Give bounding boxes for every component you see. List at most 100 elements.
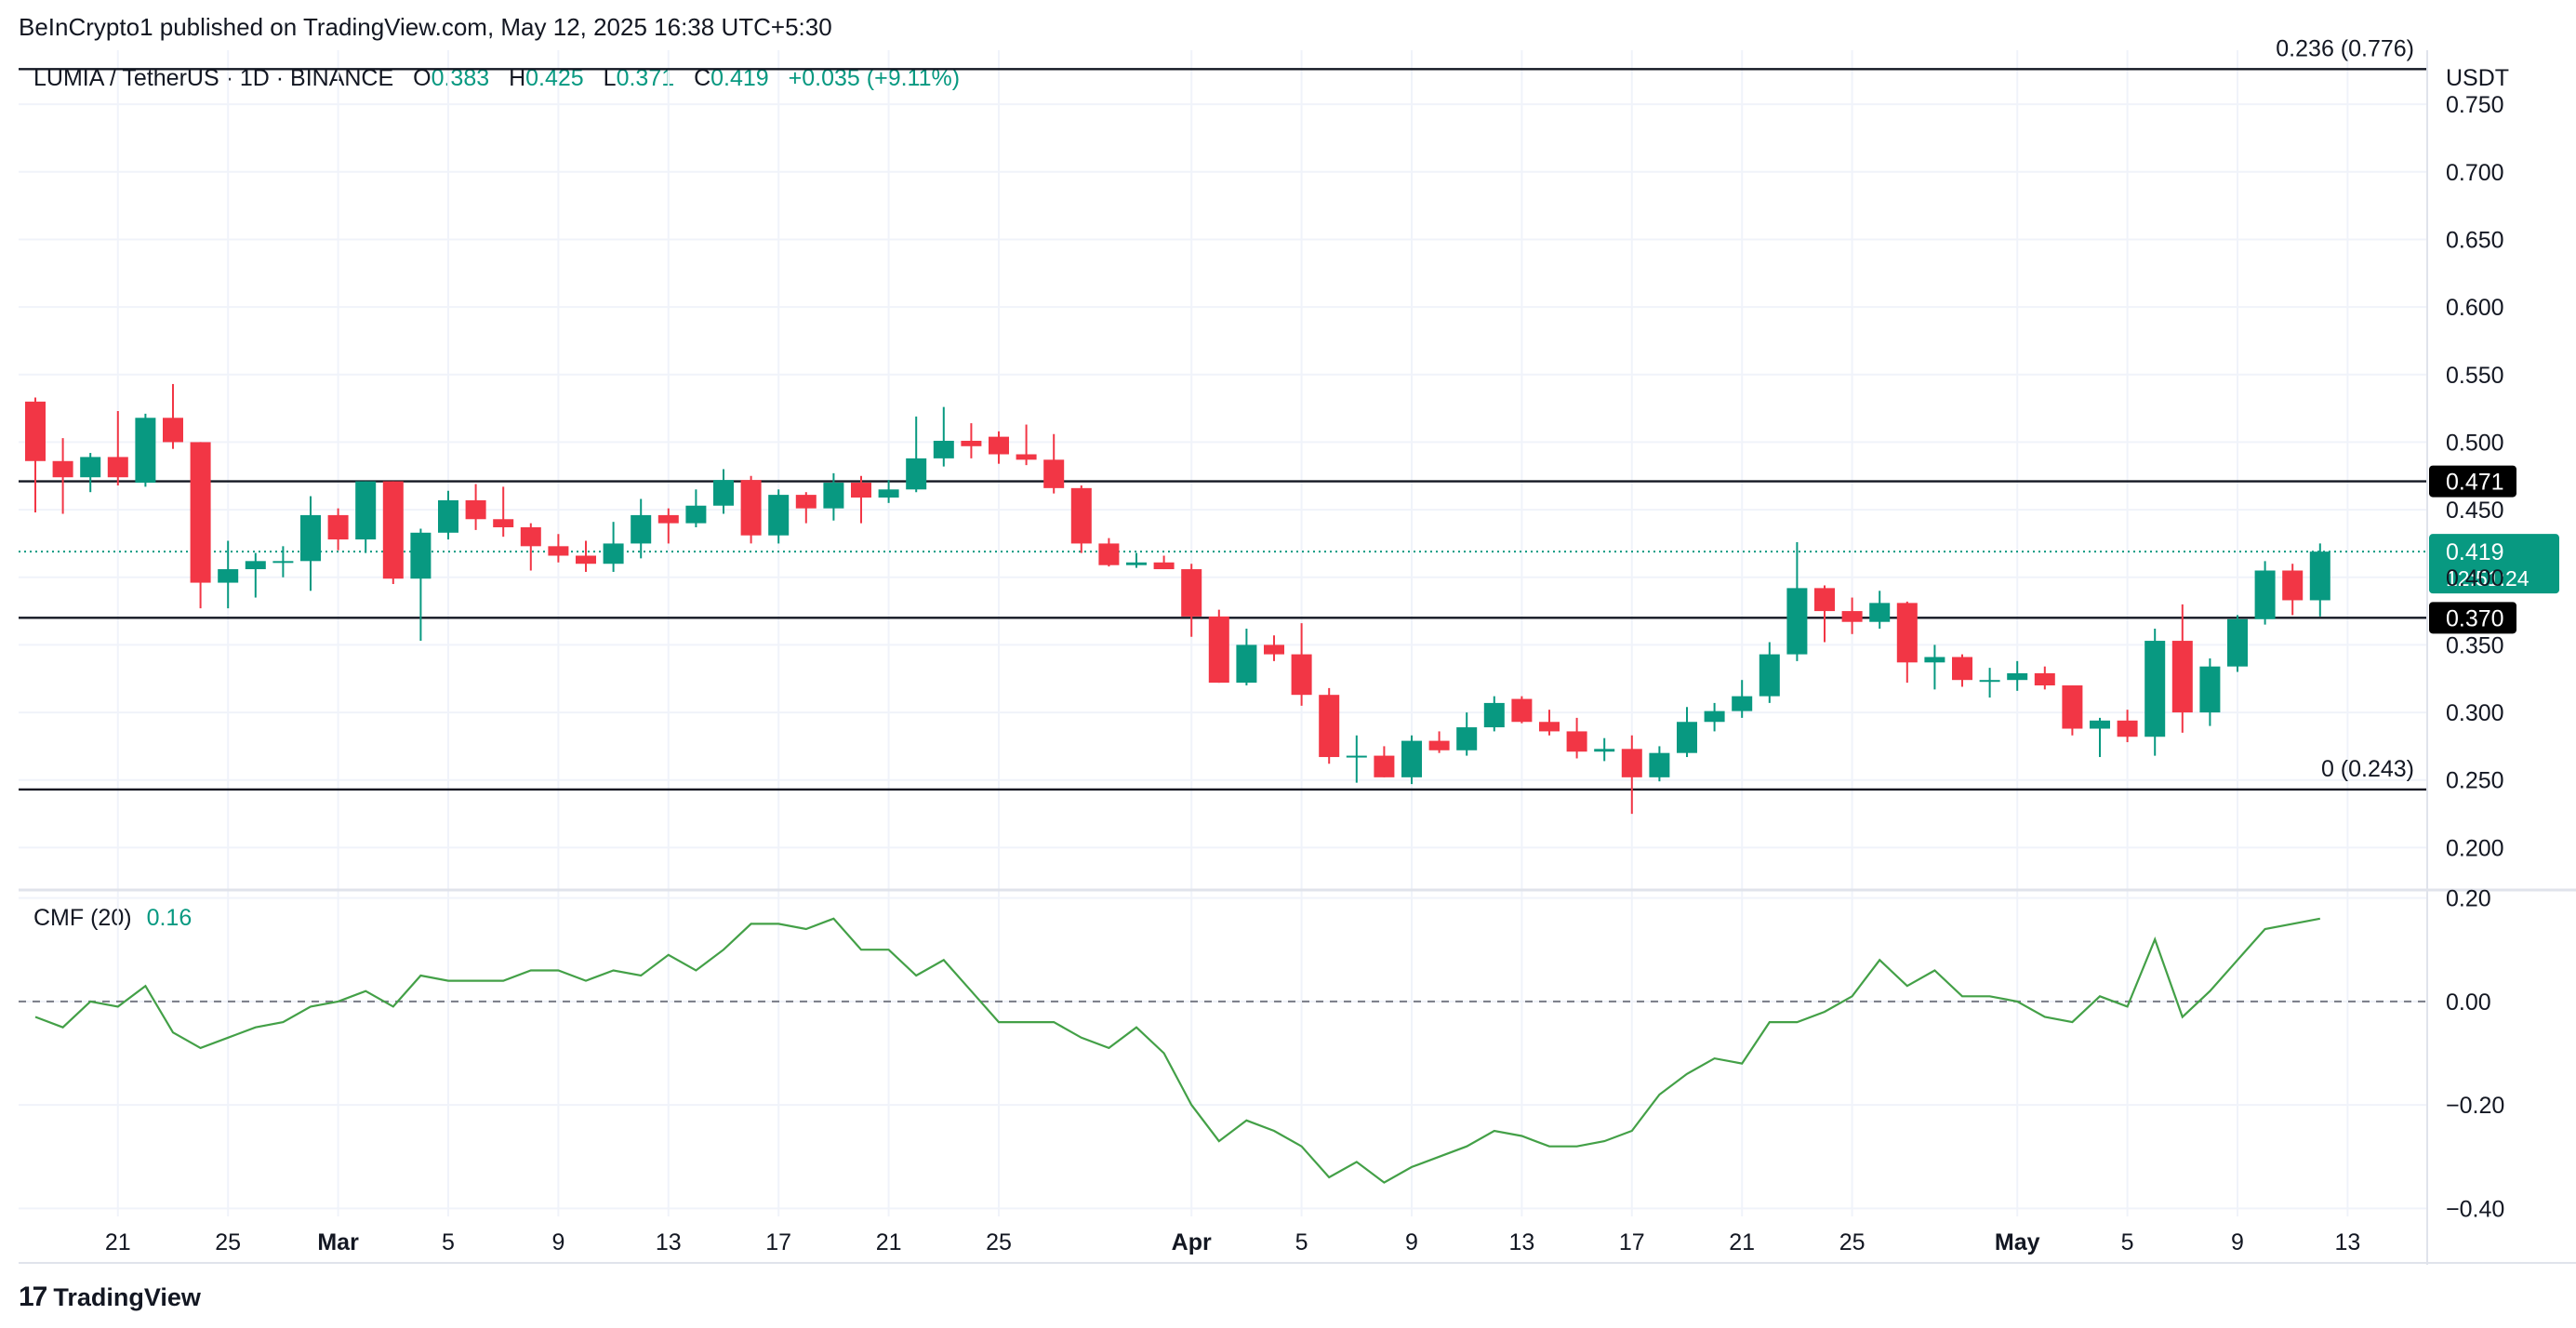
candle-body-49 (1374, 755, 1395, 777)
candle-body-6 (190, 442, 211, 583)
candle-body-13 (382, 481, 404, 579)
candle-body-36 (1016, 454, 1037, 460)
y-tick-5: 0.450 (2446, 498, 2504, 524)
candle-body-29 (823, 483, 844, 509)
open-label: O (413, 65, 432, 91)
candle-body-38 (1070, 487, 1092, 544)
cmf-y-tick-2: −0.20 (2446, 1093, 2504, 1119)
cmf-pane (19, 917, 2427, 1184)
x-tick-15: 25 (1839, 1229, 1866, 1255)
y-tick-1: 0.250 (2446, 768, 2504, 794)
candle-body-68 (1896, 603, 1918, 663)
y-tick-0: 0.200 (2446, 835, 2504, 861)
high-label: H (509, 65, 526, 91)
y-tick-6: 0.500 (2446, 430, 2504, 456)
candle-body-40 (1126, 562, 1147, 565)
candle-body-50 (1401, 740, 1422, 777)
y-tick-7: 0.550 (2446, 363, 2504, 389)
last-price-label: 0.419 (2446, 539, 2504, 565)
x-tick-10: 5 (1295, 1229, 1308, 1255)
candle-body-11 (327, 514, 349, 540)
last-price-badge (2429, 534, 2559, 594)
cmf-y-tick-0: 0.20 (2446, 886, 2491, 912)
candle-body-46 (1291, 654, 1312, 696)
x-tick-18: 9 (2231, 1229, 2244, 1255)
candle-body-35 (989, 436, 1009, 455)
tradingview-logo[interactable]: 17 TradingView (19, 1282, 201, 1313)
candle-body-45 (1264, 644, 1284, 655)
x-tick-0: 21 (105, 1229, 131, 1255)
candle-body-76 (2117, 720, 2138, 737)
x-tick-16: May (1995, 1229, 2040, 1255)
candle-body-73 (2034, 672, 2055, 686)
candle-body-72 (2007, 672, 2028, 681)
y-tick-10: 0.700 (2446, 160, 2504, 186)
candle-body-18 (520, 526, 541, 547)
candle-body-43 (1208, 616, 1229, 684)
candle-body-10 (300, 514, 321, 562)
candle-body-78 (2171, 641, 2193, 713)
candle-body-8 (245, 561, 266, 570)
candle-body-16 (465, 499, 486, 520)
candle-body-1 (52, 460, 73, 478)
candle-body-83 (2309, 551, 2330, 601)
candle-body-3 (107, 457, 128, 478)
level-label-2: 0.370 (2446, 605, 2504, 631)
tradingview-logo-icon: 17 (19, 1282, 47, 1312)
candle-body-33 (933, 440, 954, 458)
candle-body-81 (2254, 570, 2276, 619)
y-tick-9: 0.650 (2446, 227, 2504, 253)
y-tick-11: 0.750 (2446, 92, 2504, 118)
candle-body-74 (2062, 685, 2083, 729)
candle-body-14 (410, 532, 432, 579)
level-badge-1 (2429, 465, 2516, 498)
candle-body-51 (1428, 740, 1450, 750)
candle-body-25 (713, 480, 734, 506)
cmf-value: 0.16 (146, 905, 193, 931)
candle-body-27 (768, 495, 790, 536)
x-tick-12: 13 (1508, 1229, 1534, 1255)
last-price-countdown: 12:51:24 (2446, 566, 2530, 591)
candle-body-69 (1924, 657, 1945, 663)
candle-body-9 (272, 561, 294, 564)
x-tick-17: 5 (2121, 1229, 2134, 1255)
candle-body-42 (1181, 569, 1202, 617)
candle-body-57 (1594, 749, 1615, 752)
candle-body-4 (135, 418, 156, 484)
x-tick-9: Apr (1172, 1229, 1212, 1255)
candle-body-62 (1732, 696, 1753, 711)
candle-body-2 (80, 457, 101, 478)
candle-body-28 (795, 495, 817, 509)
candle-body-59 (1649, 752, 1670, 777)
candle-body-64 (1786, 588, 1808, 655)
candle-body-53 (1483, 702, 1505, 728)
candle-body-80 (2227, 618, 2248, 667)
published-by: BeInCrypto1 published on TradingView.com… (19, 13, 832, 41)
candle-body-52 (1456, 727, 1478, 750)
x-tick-8: 25 (986, 1229, 1012, 1255)
tradingview-brand: TradingView (53, 1282, 201, 1311)
axes: 21 25 Mar 5 9 13 17 21 25 Apr 5 9 13 17 21 25 May 5 9 13 0.2… (19, 50, 2576, 1265)
candle-body-71 (1979, 680, 2000, 683)
candle-body-58 (1621, 749, 1642, 777)
x-tick-5: 13 (656, 1229, 682, 1255)
x-tick-1: 25 (215, 1229, 241, 1255)
candle-body-77 (2144, 641, 2166, 737)
candle-body-79 (2199, 666, 2221, 713)
cmf-y-tick-1: 0.00 (2446, 989, 2491, 1016)
candle-body-5 (163, 418, 183, 443)
candle-body-32 (906, 458, 927, 490)
cmf-legend: CMF (20) 0.16 (33, 905, 192, 932)
candle-body-41 (1153, 562, 1175, 570)
currency-label[interactable]: USDT (2446, 65, 2510, 91)
level-badge-2 (2429, 602, 2516, 634)
candle-body-60 (1677, 722, 1697, 753)
x-tick-7: 21 (876, 1229, 902, 1255)
candle-body-47 (1319, 695, 1340, 758)
y-tick-2: 0.300 (2446, 700, 2504, 726)
candle-body-55 (1539, 722, 1560, 732)
candle-body-37 (1043, 459, 1065, 488)
cmf-label[interactable]: CMF (20) (33, 905, 132, 931)
x-tick-4: 9 (551, 1229, 564, 1255)
